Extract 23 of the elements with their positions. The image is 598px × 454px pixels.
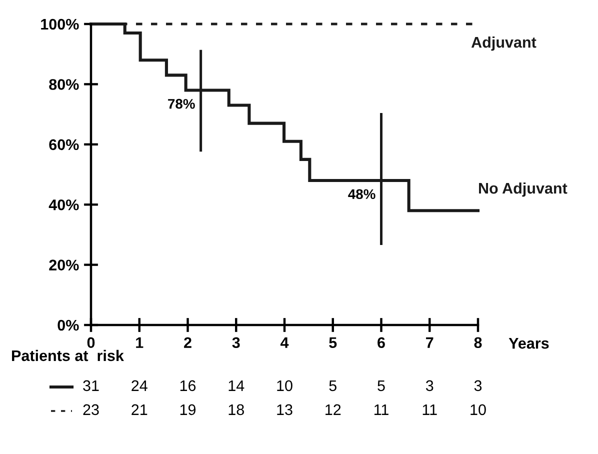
x-tick-label: 1 [136,337,144,348]
annotation: 78% [168,98,195,109]
series-label: No Adjuvant [479,182,568,197]
y-tick-label: 40% [48,199,79,210]
y-tick-label: 100% [41,18,79,30]
y-tick-label: 20% [49,260,79,270]
x-tick-label: 3 [232,337,240,348]
x-tick-label: 8 [474,337,482,348]
x-axis-title: Years [508,338,549,349]
x-tick-label: 2 [184,337,192,348]
text: 23 21 19 18 13 12 11 11 10 [83,404,486,416]
series-label: Adjuvant [471,36,536,51]
text: 31 24 16 14 10 5 5 3 3 [83,380,482,392]
x-tick-label: 7 [426,337,434,348]
x-tick-label: 0 [87,337,95,348]
x-tick-label: 5 [329,337,337,348]
text: Patients at risk [12,350,124,362]
x-tick-label: 4 [280,337,289,348]
x-tick-label: 6 [378,337,385,348]
annotation: 48% [348,189,376,200]
y-tick-label: 80% [49,79,79,90]
y-tick-label: 0% [58,320,79,331]
y-tick-label: 60% [49,139,79,150]
